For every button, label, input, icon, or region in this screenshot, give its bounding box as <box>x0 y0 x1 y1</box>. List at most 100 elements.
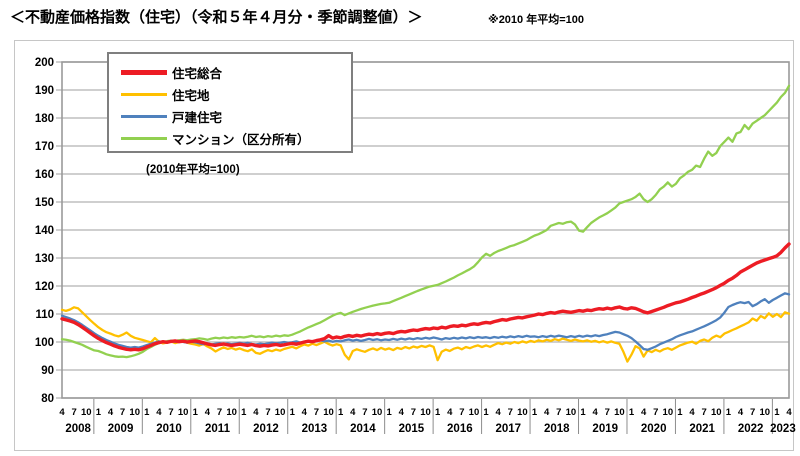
x-month-label: 7 <box>217 407 222 418</box>
x-month-label: 7 <box>750 407 755 418</box>
x-year-label-2011: 2011 <box>205 423 231 435</box>
y-tick-label-100: 100 <box>35 337 54 349</box>
y-tick-label-200: 200 <box>35 57 54 69</box>
x-month-label: 10 <box>711 407 722 418</box>
x-month-label: 10 <box>372 407 383 418</box>
x-month-label: 4 <box>544 407 550 418</box>
x-month-label: 1 <box>241 407 247 418</box>
x-month-label: 1 <box>387 407 393 418</box>
x-month-label: 1 <box>532 407 538 418</box>
x-month-label: 4 <box>786 407 792 418</box>
x-month-label: 1 <box>96 407 102 418</box>
y-tick-label-150: 150 <box>35 197 54 209</box>
x-year-label-2019: 2019 <box>592 423 618 435</box>
x-year-label-2013: 2013 <box>302 423 328 435</box>
x-month-label: 10 <box>517 407 528 418</box>
x-month-label: 10 <box>129 407 140 418</box>
x-month-label: 7 <box>459 407 464 418</box>
legend-item-label: 住宅地 <box>172 88 210 103</box>
x-year-label-2009: 2009 <box>108 423 134 435</box>
x-month-label: 4 <box>253 407 259 418</box>
x-month-label: 1 <box>435 407 441 418</box>
x-month-label: 1 <box>580 407 586 418</box>
legend-note: (2010年平均=100) <box>146 164 240 176</box>
x-month-label: 4 <box>689 407 695 418</box>
legend-item-label: 戸建住宅 <box>172 110 223 125</box>
x-month-label: 7 <box>362 407 367 418</box>
x-month-label: 1 <box>726 407 732 418</box>
legend-item-0: 住宅総合 <box>121 61 351 83</box>
x-month-label: 7 <box>120 407 125 418</box>
x-month-label: 7 <box>556 407 561 418</box>
x-month-label: 10 <box>420 407 431 418</box>
legend-line-swatch <box>121 114 167 118</box>
plot-border <box>61 61 790 399</box>
legend-line-swatch <box>121 92 167 96</box>
x-month-label: 1 <box>193 407 199 418</box>
x-month-label: 1 <box>144 407 150 418</box>
y-tick-label-140: 140 <box>35 225 54 237</box>
legend-item-label: マンション（区分所有） <box>172 132 310 147</box>
x-month-label: 10 <box>663 407 674 418</box>
x-month-label: 4 <box>108 407 114 418</box>
x-year-label-2015: 2015 <box>399 423 425 435</box>
x-month-label: 10 <box>81 407 92 418</box>
x-month-label: 1 <box>290 407 296 418</box>
chart-legend: 住宅総合住宅地戸建住宅マンション（区分所有） <box>107 52 353 153</box>
legend-line-swatch <box>121 136 167 140</box>
y-tick-label-120: 120 <box>35 281 54 293</box>
x-month-label: 7 <box>508 407 513 418</box>
x-month-label: 4 <box>205 407 211 418</box>
y-tick-label-180: 180 <box>35 113 54 125</box>
chart-outer-frame <box>14 40 794 451</box>
x-month-label: 4 <box>447 407 453 418</box>
x-year-label-2023: 2023 <box>770 423 796 435</box>
x-month-label: 10 <box>759 407 770 418</box>
x-month-label: 10 <box>614 407 625 418</box>
x-month-label: 7 <box>265 407 270 418</box>
x-month-label: 1 <box>677 407 683 418</box>
legend-item-1: 住宅地 <box>121 83 351 105</box>
x-month-label: 4 <box>59 407 65 418</box>
x-month-label: 1 <box>774 407 780 418</box>
y-tick-label-110: 110 <box>35 309 54 321</box>
x-month-label: 7 <box>71 407 76 418</box>
x-month-label: 4 <box>350 407 356 418</box>
legend-item-label: 住宅総合 <box>172 66 223 81</box>
legend-item-2: 戸建住宅 <box>121 105 351 127</box>
x-year-label-2014: 2014 <box>350 423 376 435</box>
x-year-label-2010: 2010 <box>156 423 182 435</box>
y-tick-label-170: 170 <box>35 141 54 153</box>
x-month-label: 7 <box>653 407 658 418</box>
x-month-label: 4 <box>641 407 647 418</box>
x-month-label: 7 <box>314 407 319 418</box>
x-month-label: 4 <box>496 407 502 418</box>
x-month-label: 4 <box>592 407 598 418</box>
y-tick-label-160: 160 <box>35 169 54 181</box>
x-month-label: 7 <box>411 407 416 418</box>
x-month-label: 7 <box>168 407 173 418</box>
title-note: ※2010 年平均=100 <box>488 14 584 26</box>
x-year-label-2020: 2020 <box>641 423 667 435</box>
y-tick-label-190: 190 <box>35 85 54 97</box>
x-month-label: 10 <box>226 407 237 418</box>
x-year-label-2021: 2021 <box>689 423 715 435</box>
x-month-label: 4 <box>399 407 405 418</box>
y-tick-label-130: 130 <box>35 253 54 265</box>
x-month-label: 1 <box>483 407 489 418</box>
x-year-label-2008: 2008 <box>65 423 91 435</box>
x-year-label-2017: 2017 <box>496 423 522 435</box>
x-year-label-2022: 2022 <box>738 423 764 435</box>
x-month-label: 4 <box>302 407 308 418</box>
x-month-label: 7 <box>605 407 610 418</box>
y-tick-label-80: 80 <box>41 393 54 405</box>
x-year-label-2012: 2012 <box>253 423 279 435</box>
x-month-label: 1 <box>629 407 635 418</box>
x-month-label: 4 <box>738 407 744 418</box>
x-month-label: 1 <box>338 407 344 418</box>
x-month-label: 10 <box>469 407 480 418</box>
y-tick-label-90: 90 <box>41 365 54 377</box>
page-title: ＜不動産価格指数（住宅）（令和５年４月分・季節調整値）＞ <box>10 9 423 26</box>
legend-line-swatch <box>121 69 167 75</box>
x-month-label: 7 <box>702 407 707 418</box>
